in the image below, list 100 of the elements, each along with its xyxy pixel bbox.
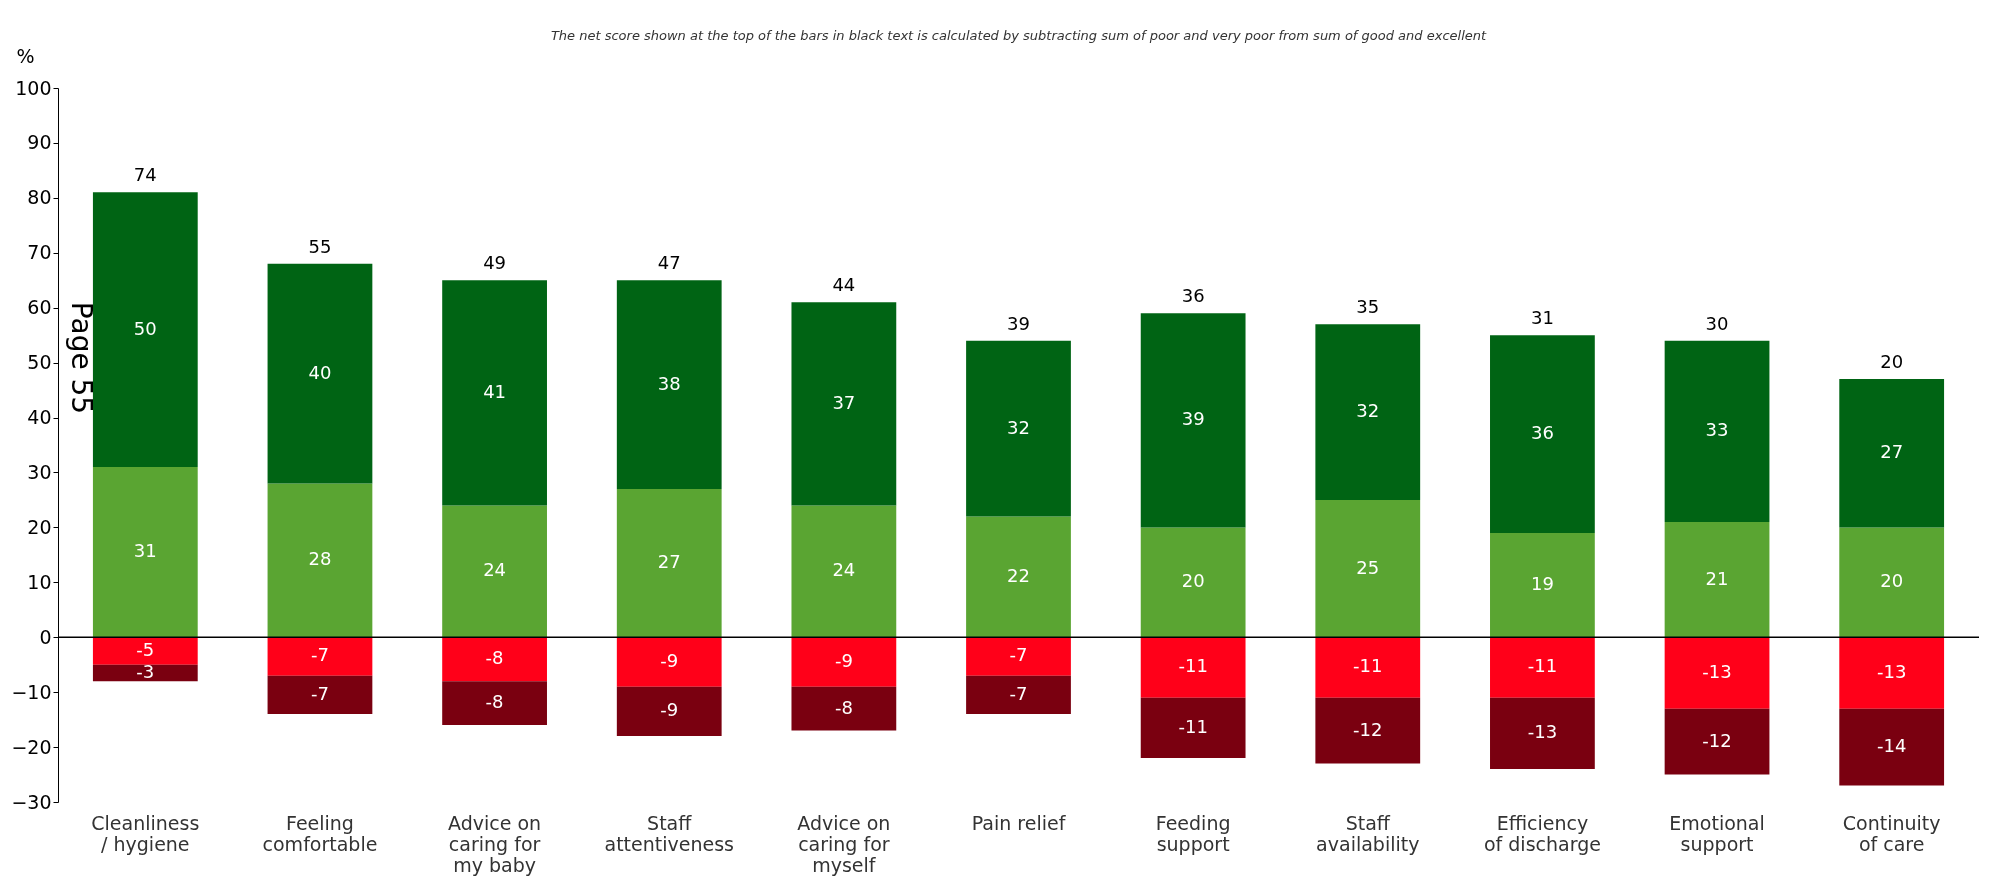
bar <box>1140 637 1246 698</box>
data-label: -11 <box>1178 715 1208 737</box>
data-label: -13 <box>1876 660 1907 682</box>
total-label: 74 <box>133 164 157 186</box>
x-tick-label: Staff availability <box>1316 811 1420 855</box>
data-label: 31 <box>133 540 157 562</box>
bar <box>92 466 198 638</box>
data-label: -8 <box>485 691 504 713</box>
y-tick-label: 90 <box>27 131 52 154</box>
x-tick-label: Continuity of care <box>1842 811 1941 855</box>
bar <box>1839 379 1945 528</box>
y-tick-label: 20 <box>27 515 52 538</box>
bar <box>1490 532 1595 638</box>
x-tick-label: Advice on caring for myself <box>797 811 891 876</box>
data-label: -3 <box>136 660 155 682</box>
total-label: 44 <box>832 274 856 296</box>
y-tick-label: −20 <box>11 735 52 758</box>
data-label: -7 <box>310 644 329 666</box>
data-label: -13 <box>1527 721 1558 743</box>
x-tick-label: Advice on caring for my baby <box>448 811 542 876</box>
y-tick-label: 60 <box>27 296 52 319</box>
total-label: 35 <box>1356 296 1380 318</box>
bar <box>966 516 1071 638</box>
bar <box>791 637 897 687</box>
data-label: 25 <box>1356 556 1380 578</box>
bar <box>1490 335 1595 533</box>
y-tick-label: 30 <box>27 460 52 483</box>
bar <box>267 483 373 638</box>
data-label: -12 <box>1702 729 1732 751</box>
data-label: 33 <box>1705 419 1729 441</box>
data-label: 37 <box>832 391 856 413</box>
bar <box>1140 697 1246 759</box>
bar <box>1839 637 1945 709</box>
y-tick-label: 10 <box>27 570 52 593</box>
y-tick-label: 0 <box>39 625 52 648</box>
bar <box>1664 340 1770 522</box>
bar <box>1839 527 1945 638</box>
y-tick-label: 40 <box>27 406 52 429</box>
bar <box>1140 313 1246 528</box>
data-label: -9 <box>660 699 679 721</box>
bar <box>1315 637 1421 698</box>
data-label: -8 <box>834 696 853 718</box>
y-tick-label: −10 <box>11 680 52 703</box>
y-axis-title: % <box>16 44 35 67</box>
total-label: 30 <box>1705 312 1729 334</box>
data-label: 27 <box>657 551 681 573</box>
bar <box>1140 527 1246 638</box>
y-tick-label: 70 <box>27 241 52 264</box>
bar <box>966 637 1071 676</box>
x-tick-label: Staff attentiveness <box>604 811 734 855</box>
data-label: 21 <box>1705 567 1729 589</box>
data-label: 39 <box>1181 408 1205 430</box>
x-tick-label: Pain relief <box>971 811 1067 834</box>
data-label: -7 <box>1009 682 1028 704</box>
data-label: -11 <box>1178 655 1208 677</box>
total-label: 36 <box>1181 285 1205 307</box>
bar <box>92 664 198 682</box>
bar <box>966 675 1071 715</box>
data-label: 41 <box>483 380 507 402</box>
bar <box>267 675 373 715</box>
bar <box>1664 637 1770 709</box>
bar <box>1839 708 1945 786</box>
data-label: 38 <box>657 372 681 394</box>
total-label: 39 <box>1007 312 1030 334</box>
data-label: 36 <box>1530 422 1554 444</box>
total-label: 20 <box>1880 351 1904 373</box>
bar <box>791 686 897 731</box>
bar <box>442 681 547 726</box>
data-label: -14 <box>1876 735 1907 757</box>
bar <box>1664 708 1770 775</box>
data-label: -12 <box>1353 718 1383 740</box>
total-label: 31 <box>1530 307 1554 329</box>
annotation: Page 55 <box>65 301 98 415</box>
data-label: 20 <box>1880 570 1904 592</box>
bar <box>1315 499 1421 638</box>
x-tick-label: Feeling comfortable <box>262 811 378 855</box>
bar <box>616 637 722 687</box>
x-tick-label: Efficiency of discharge <box>1483 811 1601 855</box>
bar <box>267 637 373 676</box>
bar <box>616 280 722 489</box>
bar <box>1664 521 1770 638</box>
data-label: 19 <box>1530 573 1554 595</box>
data-label: 20 <box>1181 570 1205 592</box>
data-label: 24 <box>832 559 856 581</box>
bar <box>1490 637 1595 698</box>
bar <box>442 505 547 638</box>
y-tick-label: 100 <box>15 76 52 99</box>
data-label: -5 <box>136 638 155 660</box>
bar <box>267 263 373 484</box>
data-label: 28 <box>308 548 332 570</box>
bar <box>616 488 722 638</box>
bar <box>1315 697 1421 764</box>
data-label: -11 <box>1353 655 1383 677</box>
data-label: 24 <box>483 559 507 581</box>
data-label: -8 <box>485 647 504 669</box>
bar <box>92 192 198 467</box>
data-label: -9 <box>834 649 853 671</box>
bar <box>442 280 547 506</box>
total-label: 55 <box>308 235 332 257</box>
total-label: 47 <box>657 252 681 274</box>
